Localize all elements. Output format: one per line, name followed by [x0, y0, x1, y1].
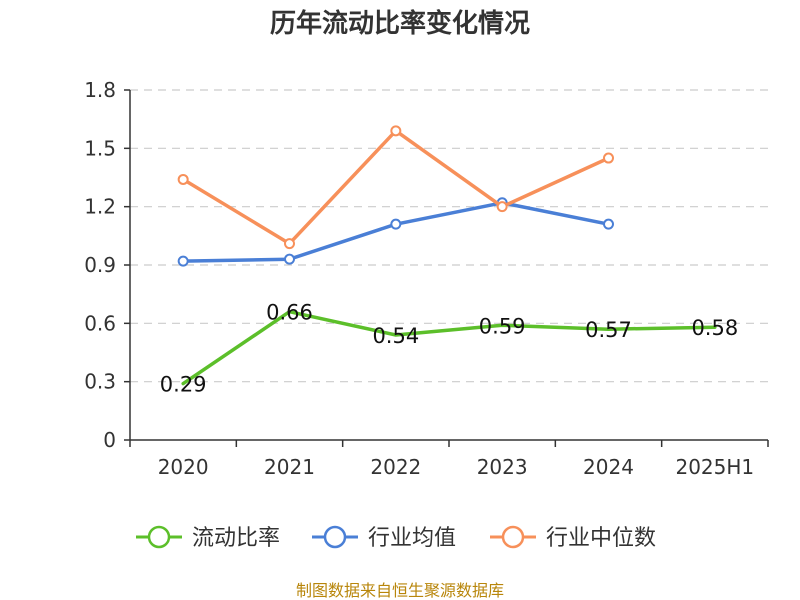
data-labels: 0.29 0.66 0.54 0.59 0.57 0.58 [160, 301, 738, 397]
data-label: 0.66 [266, 301, 313, 325]
legend-label: 流动比率 [192, 526, 280, 551]
y-tick-label: 0.6 [84, 311, 116, 335]
data-point [177, 173, 189, 185]
chart-title: 历年流动比率变化情况 [270, 8, 530, 39]
data-label: 0.29 [160, 373, 207, 397]
legend-label: 行业中位数 [546, 526, 656, 551]
data-label: 0.54 [372, 324, 419, 348]
grid-lines [130, 89, 768, 383]
y-tick-label: 0 [103, 428, 116, 452]
y-tick-label: 0.9 [84, 253, 116, 277]
x-tick-label: 2025H1 [675, 455, 754, 479]
x-tick-label: 2023 [477, 455, 528, 479]
legend-marker [147, 525, 171, 549]
data-point [603, 218, 614, 230]
legend-item[interactable]: 行业中位数 [490, 525, 656, 551]
x-tick-label: 2021 [264, 455, 315, 479]
series-layer [177, 125, 717, 386]
axes: 0 0.3 0.6 0.9 1.2 1.5 1.8 2020 2021 2022 2023 2024 2… [84, 78, 769, 479]
legend-marker [323, 525, 347, 549]
data-label: 0.59 [479, 314, 526, 338]
series-line-1 [181, 201, 611, 263]
data-point [177, 255, 189, 267]
legend-item[interactable]: 行业均值 [312, 525, 456, 551]
series-line-0 [181, 309, 717, 386]
source-note: 制图数据来自恒生聚源数据库 [296, 581, 504, 600]
data-point [496, 201, 508, 213]
data-point [390, 125, 402, 137]
legend: 流动比率 行业均值 行业中位数 [136, 525, 656, 551]
x-tick-label: 2024 [583, 455, 634, 479]
data-point [603, 152, 614, 164]
legend-item[interactable]: 流动比率 [136, 525, 280, 551]
data-point [390, 218, 402, 230]
legend-marker [501, 525, 525, 549]
data-point [284, 253, 295, 265]
y-tick-label: 1.2 [84, 195, 116, 219]
y-tick-label: 1.5 [84, 136, 116, 160]
data-label: 0.58 [691, 316, 738, 340]
data-label: 0.57 [585, 318, 632, 342]
legend-label: 行业均值 [368, 526, 456, 551]
x-tick-label: 2022 [370, 455, 421, 479]
x-tick-label: 2020 [158, 455, 209, 479]
y-tick-label: 1.8 [84, 78, 116, 102]
data-point [284, 238, 295, 250]
y-tick-label: 0.3 [84, 370, 116, 394]
